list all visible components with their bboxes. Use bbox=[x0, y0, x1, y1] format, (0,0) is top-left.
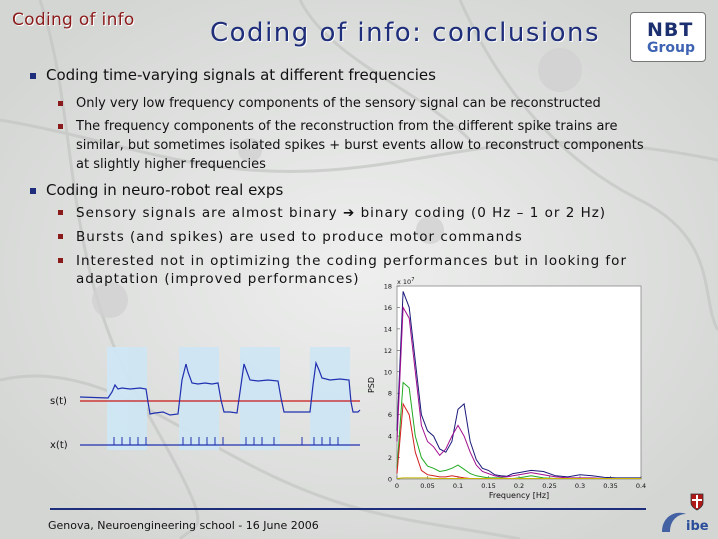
x-tick-label: 0.35 bbox=[603, 482, 617, 490]
x-axis-label: Frequency [Hz] bbox=[489, 491, 549, 500]
stimulus-box bbox=[107, 347, 147, 450]
slide-title: Coding of info: conclusions bbox=[210, 18, 601, 48]
y-exponent-power: 7 bbox=[411, 277, 414, 283]
y-tick-label: 16 bbox=[384, 304, 392, 312]
bullet-text: Coding in neuro-robot real exps bbox=[46, 181, 284, 199]
y-exponent-base: x 10 bbox=[397, 278, 411, 286]
sub-bullet-icon bbox=[58, 258, 63, 263]
sub-bullet-icon bbox=[58, 234, 63, 239]
y-tick-label: 6 bbox=[388, 411, 392, 419]
section-title: Coding of info bbox=[12, 10, 135, 30]
y-tick-label: 2 bbox=[388, 454, 392, 462]
binary-signals-text: Sensory signals are almost binary bbox=[76, 205, 338, 221]
sub-bullet-text: Sensory signals are almost binary ➔ bina… bbox=[76, 205, 606, 221]
psd-series-4 bbox=[396, 477, 641, 479]
y-exponent-label: x 107 bbox=[397, 277, 414, 286]
x-tick-label: 0.2 bbox=[514, 482, 524, 490]
sub-bullet: Bursts (and spikes) are used to produce … bbox=[58, 229, 698, 247]
psd-series-1 bbox=[396, 305, 641, 479]
binary-coding-text: binary coding (0 Hz – 1 or 2 Hz) bbox=[360, 205, 607, 221]
sub-bullet: The frequency components of the reconstr… bbox=[58, 119, 698, 172]
plot-area bbox=[396, 285, 642, 480]
sub-bullet-text-line-3: at slightly higher frequencies bbox=[76, 157, 266, 172]
s-trace bbox=[79, 360, 361, 416]
sub-bullet-icon bbox=[58, 210, 63, 215]
sub-bullet-text-line-1: The frequency components of the reconstr… bbox=[76, 119, 618, 134]
stimulus-box bbox=[179, 347, 219, 450]
y-tick-label: 8 bbox=[388, 390, 392, 398]
x-tick-label: 0.4 bbox=[636, 482, 646, 490]
footer-text: Genova, Neuroengineering school - 16 Jun… bbox=[48, 519, 319, 532]
sub-bullet-text-line-2: similar, but sometimes isolated spikes +… bbox=[76, 138, 644, 153]
x-label: x(t) bbox=[50, 440, 68, 451]
x-tick-label: 0.05 bbox=[420, 482, 434, 490]
psd-series-0 bbox=[396, 291, 641, 479]
sub-bullet-text: Bursts (and spikes) are used to produce … bbox=[76, 229, 523, 245]
psd-chart: 0 2 4 6 8 10 12 14 16 18 0 0.05 0.1 0.15 0.2 0.25 0.3 0.… bbox=[367, 277, 646, 500]
x-tick-label: 0.3 bbox=[575, 482, 585, 490]
bullet-neuro-robot: Coding in neuro-robot real exps bbox=[30, 181, 283, 199]
x-tick-label: 0 bbox=[395, 482, 399, 490]
y-tick-label: 0 bbox=[388, 476, 392, 484]
bullet-icon bbox=[30, 187, 36, 194]
footer-divider bbox=[50, 508, 646, 510]
y-tick-label: 14 bbox=[384, 325, 392, 333]
sub-bullet: Interested not in optimizing the coding … bbox=[58, 253, 698, 293]
sub-bullet-text-line-1: Interested not in optimizing the coding … bbox=[76, 253, 627, 269]
y-tick-label: 4 bbox=[388, 433, 392, 441]
bullet-text: Coding time-varying signals at different… bbox=[46, 66, 436, 84]
x-tick-label: 0.15 bbox=[481, 482, 495, 490]
bullet-icon bbox=[30, 72, 36, 79]
y-tick-label: 18 bbox=[384, 283, 392, 291]
ibe-logo: ibe bbox=[662, 512, 709, 534]
sub-bullet-text-line-2: adaptation (improved performances) bbox=[76, 271, 360, 287]
arrow-right-icon: ➔ bbox=[342, 205, 356, 221]
crest-icon bbox=[690, 493, 704, 511]
s-label: s(t) bbox=[50, 396, 67, 407]
stimulus-boxes bbox=[107, 347, 350, 450]
sub-bullet: Only very low frequency components of th… bbox=[58, 96, 698, 112]
nbt-group-logo: NBT Group bbox=[630, 12, 706, 62]
signal-traces: s(t) x(t) bbox=[50, 347, 361, 451]
y-tick-label: 12 bbox=[384, 347, 392, 355]
y-tick-label: 10 bbox=[384, 368, 392, 376]
sub-bullet-icon bbox=[58, 101, 63, 106]
spike-train bbox=[113, 437, 339, 445]
y-axis-label: PSD bbox=[367, 377, 376, 393]
ibe-logo-text: ibe bbox=[686, 519, 709, 534]
bullet-time-varying: Coding time-varying signals at different… bbox=[30, 66, 436, 84]
x-tick-label: 0.25 bbox=[542, 482, 556, 490]
sub-bullet-icon bbox=[58, 124, 63, 129]
logo-line-2: Group bbox=[647, 40, 696, 56]
stimulus-box bbox=[240, 347, 280, 450]
x-tick-label: 0.1 bbox=[453, 482, 463, 490]
sub-bullet-text: Only very low frequency components of th… bbox=[76, 96, 601, 111]
sub-bullet: Sensory signals are almost binary ➔ bina… bbox=[58, 205, 698, 223]
logo-line-1: NBT bbox=[647, 19, 694, 41]
